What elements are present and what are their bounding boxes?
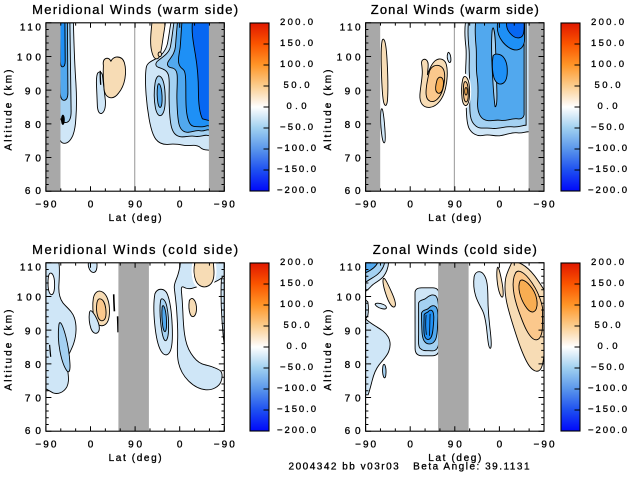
svg-text:50.0: 50.0	[595, 320, 621, 331]
svg-text:100: 100	[337, 293, 361, 304]
svg-text:0: 0	[497, 199, 503, 210]
svg-text:200.0: 200.0	[591, 17, 624, 28]
svg-text:−50.0: −50.0	[280, 122, 313, 133]
svg-text:−90: −90	[35, 439, 56, 450]
svg-text:110: 110	[340, 263, 361, 274]
svg-text:−90: −90	[534, 439, 555, 450]
svg-text:−200.0: −200.0	[277, 185, 316, 196]
svg-text:100: 100	[17, 293, 41, 304]
svg-text:−200.0: −200.0	[588, 425, 627, 436]
svg-text:Zonal Winds (warm side): Zonal Winds (warm side)	[371, 2, 539, 17]
svg-text:100: 100	[337, 53, 361, 64]
svg-text:Lat (deg): Lat (deg)	[428, 453, 481, 464]
svg-text:Lat (deg): Lat (deg)	[109, 213, 162, 224]
svg-text:−100.0: −100.0	[277, 383, 316, 394]
svg-text:200.0: 200.0	[280, 17, 313, 28]
svg-text:200.0: 200.0	[591, 257, 624, 268]
svg-text:−200.0: −200.0	[277, 425, 316, 436]
svg-text:110: 110	[340, 23, 361, 34]
svg-text:−150.0: −150.0	[588, 404, 627, 415]
svg-text:150.0: 150.0	[591, 278, 624, 289]
svg-text:Lat (deg): Lat (deg)	[109, 453, 162, 464]
svg-text:0.0: 0.0	[287, 101, 307, 112]
svg-text:−150.0: −150.0	[277, 164, 316, 175]
svg-text:−90: −90	[214, 439, 235, 450]
svg-text:0.0: 0.0	[598, 341, 618, 352]
svg-text:−150.0: −150.0	[277, 404, 316, 415]
svg-text:110: 110	[20, 263, 41, 274]
svg-text:50.0: 50.0	[284, 80, 310, 91]
svg-text:150.0: 150.0	[591, 38, 624, 49]
svg-text:200.0: 200.0	[280, 257, 313, 268]
svg-text:−50.0: −50.0	[591, 362, 624, 373]
svg-text:−50.0: −50.0	[591, 122, 624, 133]
svg-text:Meridional Winds (cold side): Meridional Winds (cold side)	[32, 242, 238, 257]
svg-text:−100.0: −100.0	[277, 143, 316, 154]
svg-text:50.0: 50.0	[284, 320, 310, 331]
svg-text:0: 0	[88, 199, 94, 210]
svg-text:150.0: 150.0	[280, 38, 313, 49]
svg-text:50.0: 50.0	[595, 80, 621, 91]
svg-text:Lat (deg): Lat (deg)	[428, 213, 481, 224]
svg-text:110: 110	[20, 23, 41, 34]
svg-text:−90: −90	[355, 439, 376, 450]
svg-text:0: 0	[177, 439, 183, 450]
svg-text:−90: −90	[534, 199, 555, 210]
svg-text:0.0: 0.0	[598, 101, 618, 112]
svg-text:100.0: 100.0	[591, 59, 624, 70]
svg-text:0: 0	[407, 199, 413, 210]
svg-text:−100.0: −100.0	[588, 143, 627, 154]
svg-text:−90: −90	[355, 199, 376, 210]
svg-text:0: 0	[407, 439, 413, 450]
svg-text:−200.0: −200.0	[588, 185, 627, 196]
svg-text:100.0: 100.0	[280, 299, 313, 310]
svg-text:0: 0	[88, 439, 94, 450]
svg-text:−50.0: −50.0	[280, 362, 313, 373]
svg-text:−100.0: −100.0	[588, 383, 627, 394]
svg-text:0: 0	[497, 439, 503, 450]
svg-text:0.0: 0.0	[287, 341, 307, 352]
svg-text:−150.0: −150.0	[588, 164, 627, 175]
svg-text:−90: −90	[35, 199, 56, 210]
svg-text:−90: −90	[214, 199, 235, 210]
svg-text:Zonal Winds (cold side): Zonal Winds (cold side)	[373, 242, 537, 257]
svg-text:2004342 bb v03r03 Beta Angle: 2004342 bb v03r03 Beta Angle: 39.1131	[289, 462, 530, 473]
svg-text:100.0: 100.0	[591, 299, 624, 310]
svg-text:150.0: 150.0	[280, 278, 313, 289]
svg-text:0: 0	[177, 199, 183, 210]
svg-text:100.0: 100.0	[280, 59, 313, 70]
svg-text:100: 100	[17, 53, 41, 64]
